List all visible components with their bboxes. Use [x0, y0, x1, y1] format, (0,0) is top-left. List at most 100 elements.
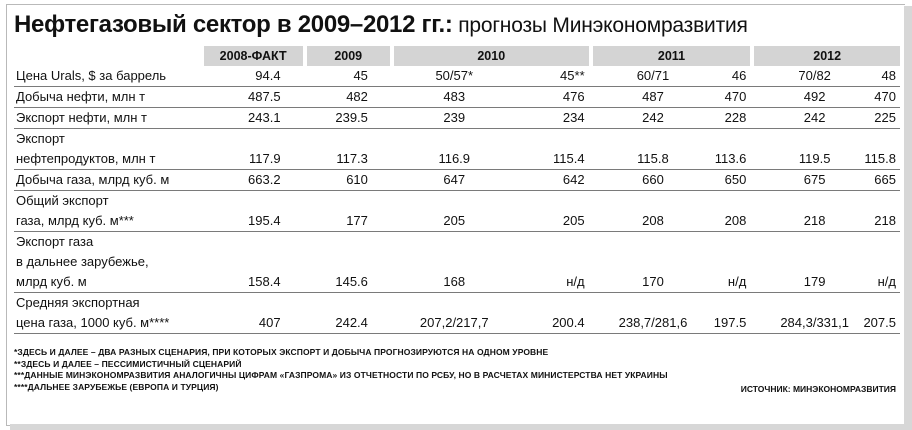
row-label: Добыча нефти, млн т — [14, 87, 200, 108]
cell-v2012a: 119.5 — [750, 129, 853, 170]
cell-v2011a: 238,7/281,6 — [588, 293, 692, 334]
cell-v2011b: 650 — [691, 170, 751, 191]
cell-v2010b: 476 — [492, 87, 589, 108]
cell-v2011b: 197.5 — [691, 293, 751, 334]
title-subtitle: прогнозы Минэкономразвития — [452, 14, 748, 37]
cell-v2009: 239.5 — [302, 108, 390, 129]
cell-v2011b: 228 — [691, 108, 751, 129]
table-row: Экспорт нефтепродуктов, млн т 117.9 117.3 11… — [14, 129, 900, 170]
table-row: Добыча газа, млрд куб. м 663.2 610 647 642 66… — [14, 170, 900, 191]
row-label-line: Экспорт нефти, млн т — [16, 110, 147, 125]
data-table: 2008-ФАКТ 2009 2010 2011 2012 Цена Urals… — [14, 46, 900, 334]
row-label: Экспорт нефтепродуктов, млн т — [14, 129, 200, 170]
row-label-line: Добыча нефти, млн т — [16, 89, 146, 104]
cell-v2011a: 170 — [588, 232, 692, 293]
page-title: Нефтегазовый сектор в 2009–2012 гг.: про… — [14, 10, 899, 40]
cell-v2012b: 115.8 — [853, 129, 900, 170]
row-label-line: Цена Urals, $ за баррель — [16, 68, 167, 83]
cell-v2012a: 675 — [750, 170, 853, 191]
cell-v2010a: 168 — [389, 232, 493, 293]
cell-v2008: 195.4 — [199, 191, 303, 232]
drop-shadow-bottom — [10, 424, 912, 430]
cell-v2010b: н/д — [492, 232, 589, 293]
cell-v2011a: 208 — [588, 191, 692, 232]
cell-v2010a: 239 — [389, 108, 493, 129]
cell-v2012b: н/д — [853, 232, 900, 293]
cell-v2010b: 642 — [492, 170, 589, 191]
cell-v2010b: 200.4 — [492, 293, 589, 334]
header-year-2012: 2012 — [750, 46, 900, 66]
cell-v2010b: 234 — [492, 108, 589, 129]
cell-v2010a: 116.9 — [389, 129, 493, 170]
cell-v2010b: 205 — [492, 191, 589, 232]
cell-v2010a: 483 — [389, 87, 493, 108]
row-label-line: Общий экспорт — [16, 193, 109, 208]
table-row: Экспорт газа в дальнее зарубежье, млрд куб… — [14, 232, 900, 293]
footnote: **ЗДЕСЬ И ДАЛЕЕ – ПЕССИМИСТИЧНЫЙ СЦЕНАРИ… — [14, 358, 242, 369]
row-label: Средняя экспортная цена газа, 1000 куб. м… — [14, 293, 200, 334]
cell-v2009: 117.3 — [302, 129, 390, 170]
row-label: Экспорт нефти, млн т — [14, 108, 200, 129]
cell-v2012a: 218 — [750, 191, 853, 232]
cell-v2008: 407 — [199, 293, 303, 334]
row-label: Экспорт газа в дальнее зарубежье, млрд куб… — [14, 232, 200, 293]
row-label-line: Добыча газа, млрд куб. м — [16, 172, 170, 187]
cell-v2012b: 470 — [853, 87, 900, 108]
table-body: Цена Urals, $ за баррель 94.4 45 50/57* 45**… — [14, 66, 900, 334]
cell-v2008: 158.4 — [199, 232, 303, 293]
cell-v2012b: 225 — [853, 108, 900, 129]
cell-v2012b: 218 — [853, 191, 900, 232]
row-label-line: Экспорт — [16, 131, 65, 146]
cell-v2011a: 115.8 — [588, 129, 692, 170]
cell-v2008: 117.9 — [199, 129, 303, 170]
cell-v2010a: 50/57* — [389, 66, 493, 87]
row-label-line: цена газа, 1000 куб. м**** — [16, 315, 170, 330]
cell-v2008: 243.1 — [199, 108, 303, 129]
row-label-line: Экспорт газа — [16, 234, 94, 249]
cell-v2008: 94.4 — [199, 66, 303, 87]
table-row: Цена Urals, $ за баррель 94.4 45 50/57* 45**… — [14, 66, 900, 87]
cell-v2011b: 113.6 — [691, 129, 751, 170]
source-credit: ИСТОЧНИК: МИНЭКОНОМРАЗВИТИЯ — [740, 384, 896, 394]
cell-v2009: 177 — [302, 191, 390, 232]
header-year-2009: 2009 — [302, 46, 390, 66]
cell-v2012a: 284,3/331,1 — [750, 293, 853, 334]
cell-v2011b: 208 — [691, 191, 751, 232]
cell-v2012b: 207.5 — [853, 293, 900, 334]
row-label-line: Средняя экспортная — [16, 295, 140, 310]
footnote: *ЗДЕСЬ И ДАЛЕЕ – ДВА РАЗНЫХ СЦЕНАРИЯ, ПР… — [14, 347, 549, 357]
table-row: Добыча нефти, млн т 487.5 482 483 476 487 470 4… — [14, 87, 900, 108]
cell-v2011b: н/д — [691, 232, 751, 293]
cell-v2011a: 242 — [588, 108, 692, 129]
header-year-2011: 2011 — [588, 46, 751, 66]
table-row: Экспорт нефти, млн т 243.1 239.5 239 234 242 2… — [14, 108, 900, 129]
row-label-line: в дальнее зарубежье, — [16, 254, 149, 269]
table-row: Средняя экспортная цена газа, 1000 куб. м… — [14, 293, 900, 334]
cell-v2012a: 70/82 — [750, 66, 853, 87]
cell-v2010a: 207,2/217,7 — [389, 293, 493, 334]
drop-shadow-right — [904, 6, 912, 424]
cell-v2009: 242.4 — [302, 293, 390, 334]
footnote: ****ДАЛЬНЕЕ ЗАРУБЕЖЬЕ (ЕВРОПА И ТУРЦИЯ) — [14, 381, 219, 392]
cell-v2010a: 647 — [389, 170, 493, 191]
footnote: ***ДАННЫЕ МИНЭКОНОМРАЗВИТИЯ АНАЛОГИЧНЫ Ц… — [14, 370, 668, 380]
footnotes: *ЗДЕСЬ И ДАЛЕЕ – ДВА РАЗНЫХ СЦЕНАРИЯ, ПР… — [14, 347, 894, 393]
row-label-line: нефтепродуктов, млн т — [16, 151, 156, 166]
row-label-line: млрд куб. м — [16, 274, 87, 289]
cell-v2009: 482 — [302, 87, 390, 108]
cell-v2009: 45 — [302, 66, 390, 87]
row-label: Общий экспорт газа, млрд куб. м*** — [14, 191, 200, 232]
cell-v2009: 610 — [302, 170, 390, 191]
row-label-line: газа, млрд куб. м*** — [16, 213, 134, 228]
cell-v2011a: 60/71 — [588, 66, 692, 87]
cell-v2011b: 470 — [691, 87, 751, 108]
cell-v2012b: 48 — [853, 66, 900, 87]
cell-v2008: 487.5 — [199, 87, 303, 108]
cell-v2008: 663.2 — [199, 170, 303, 191]
header-year-2010: 2010 — [389, 46, 589, 66]
row-label: Добыча газа, млрд куб. м — [14, 170, 200, 191]
title-bold: Нефтегазовый сектор в 2009–2012 гг.: — [14, 11, 453, 38]
cell-v2012a: 179 — [750, 232, 853, 293]
cell-v2011a: 487 — [588, 87, 692, 108]
cell-v2012a: 492 — [750, 87, 853, 108]
